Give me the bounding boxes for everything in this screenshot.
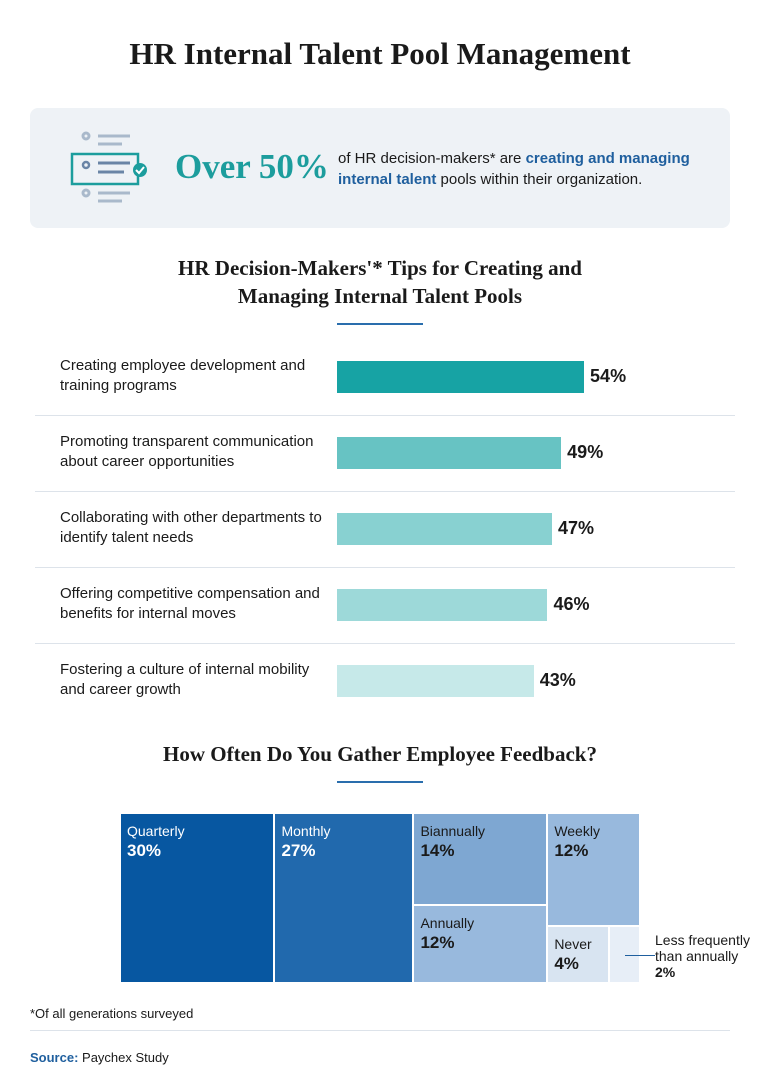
callout-text-before: of HR decision-makers* are — [338, 150, 522, 167]
cell-category: Monthly — [281, 823, 331, 839]
bar — [337, 589, 548, 621]
title-underline — [337, 323, 423, 325]
callout-text: of HR decision-makers* are creating and … — [338, 148, 718, 190]
cell-value: 30% — [127, 841, 162, 860]
treemap-cell: Quarterly 30% — [120, 813, 275, 983]
treemap-cell: Never 4% — [547, 926, 610, 983]
value-label: 49% — [567, 442, 604, 462]
cell-value: 12% — [554, 841, 589, 860]
cell-category: Quarterly — [127, 823, 185, 839]
source-label: Source: — [30, 1050, 79, 1065]
treemap-cell: Monthly 27% — [274, 813, 414, 983]
category-label: Promoting transparent communication abou… — [60, 433, 314, 470]
row-divider — [35, 643, 735, 644]
bar — [337, 361, 585, 393]
source: Source: Paychex Study — [30, 1050, 169, 1065]
cell-category: Weekly — [554, 823, 600, 839]
row-divider — [35, 567, 735, 568]
cell-value: 12% — [420, 932, 455, 952]
cell-category: Annually — [420, 914, 475, 931]
cell-value: 4% — [554, 954, 579, 974]
category-label: Offering competitive compensation and be… — [60, 585, 320, 622]
cell-category: Biannually — [420, 823, 486, 839]
divider — [30, 1030, 730, 1031]
title-underline — [337, 781, 423, 783]
value-label: 46% — [553, 594, 590, 614]
treemap-cell: Biannually 14% — [413, 813, 548, 905]
leader-line — [624, 954, 655, 956]
callout-emphasis: creating and managing internal talent — [338, 150, 690, 188]
chart-title: How Often Do You Gather Employee Feedbac… — [163, 742, 597, 766]
footnote: *Of all generations surveyed — [30, 1006, 194, 1021]
row-divider — [35, 491, 735, 492]
chart-title: HR Decision-Makers'* Tips for Creating a… — [178, 256, 582, 308]
bar — [337, 665, 534, 697]
cell-category: Never — [554, 936, 592, 953]
cell-category: Less frequently than annually — [655, 932, 750, 965]
outside-label: Less frequently than annually 2% — [655, 932, 755, 980]
treemap-cell: Weekly 12% — [547, 813, 640, 927]
cell-value: 14% — [420, 841, 455, 860]
value-label: 43% — [539, 670, 576, 690]
category-label: Fostering a culture of internal mobility… — [60, 661, 310, 698]
callout-highlight: Over 50% — [175, 147, 329, 186]
category-label: Creating employee development and traini… — [60, 357, 306, 394]
callout-icon — [70, 131, 147, 203]
callout-text-after: pools within their organization. — [440, 171, 643, 188]
treemap-cell: Annually 12% — [413, 904, 548, 983]
source-text: Paychex Study — [82, 1050, 169, 1065]
bar — [337, 437, 562, 469]
cell-value: 2% — [655, 964, 676, 981]
cell-value: 27% — [281, 841, 316, 860]
value-label: 54% — [590, 366, 627, 386]
row-divider — [35, 415, 735, 416]
page-title: HR Internal Talent Pool Management — [129, 36, 631, 71]
category-label: Collaborating with other departments to … — [60, 509, 322, 546]
bar — [337, 513, 553, 545]
value-label: 47% — [558, 518, 595, 538]
